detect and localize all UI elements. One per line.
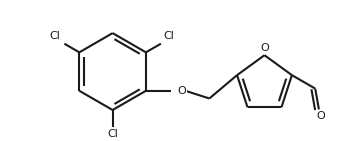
Text: Cl: Cl: [163, 31, 174, 41]
Text: Cl: Cl: [107, 129, 118, 139]
Text: Cl: Cl: [49, 31, 60, 41]
Text: O: O: [316, 111, 325, 121]
Text: O: O: [260, 43, 269, 53]
Text: O: O: [178, 86, 186, 96]
